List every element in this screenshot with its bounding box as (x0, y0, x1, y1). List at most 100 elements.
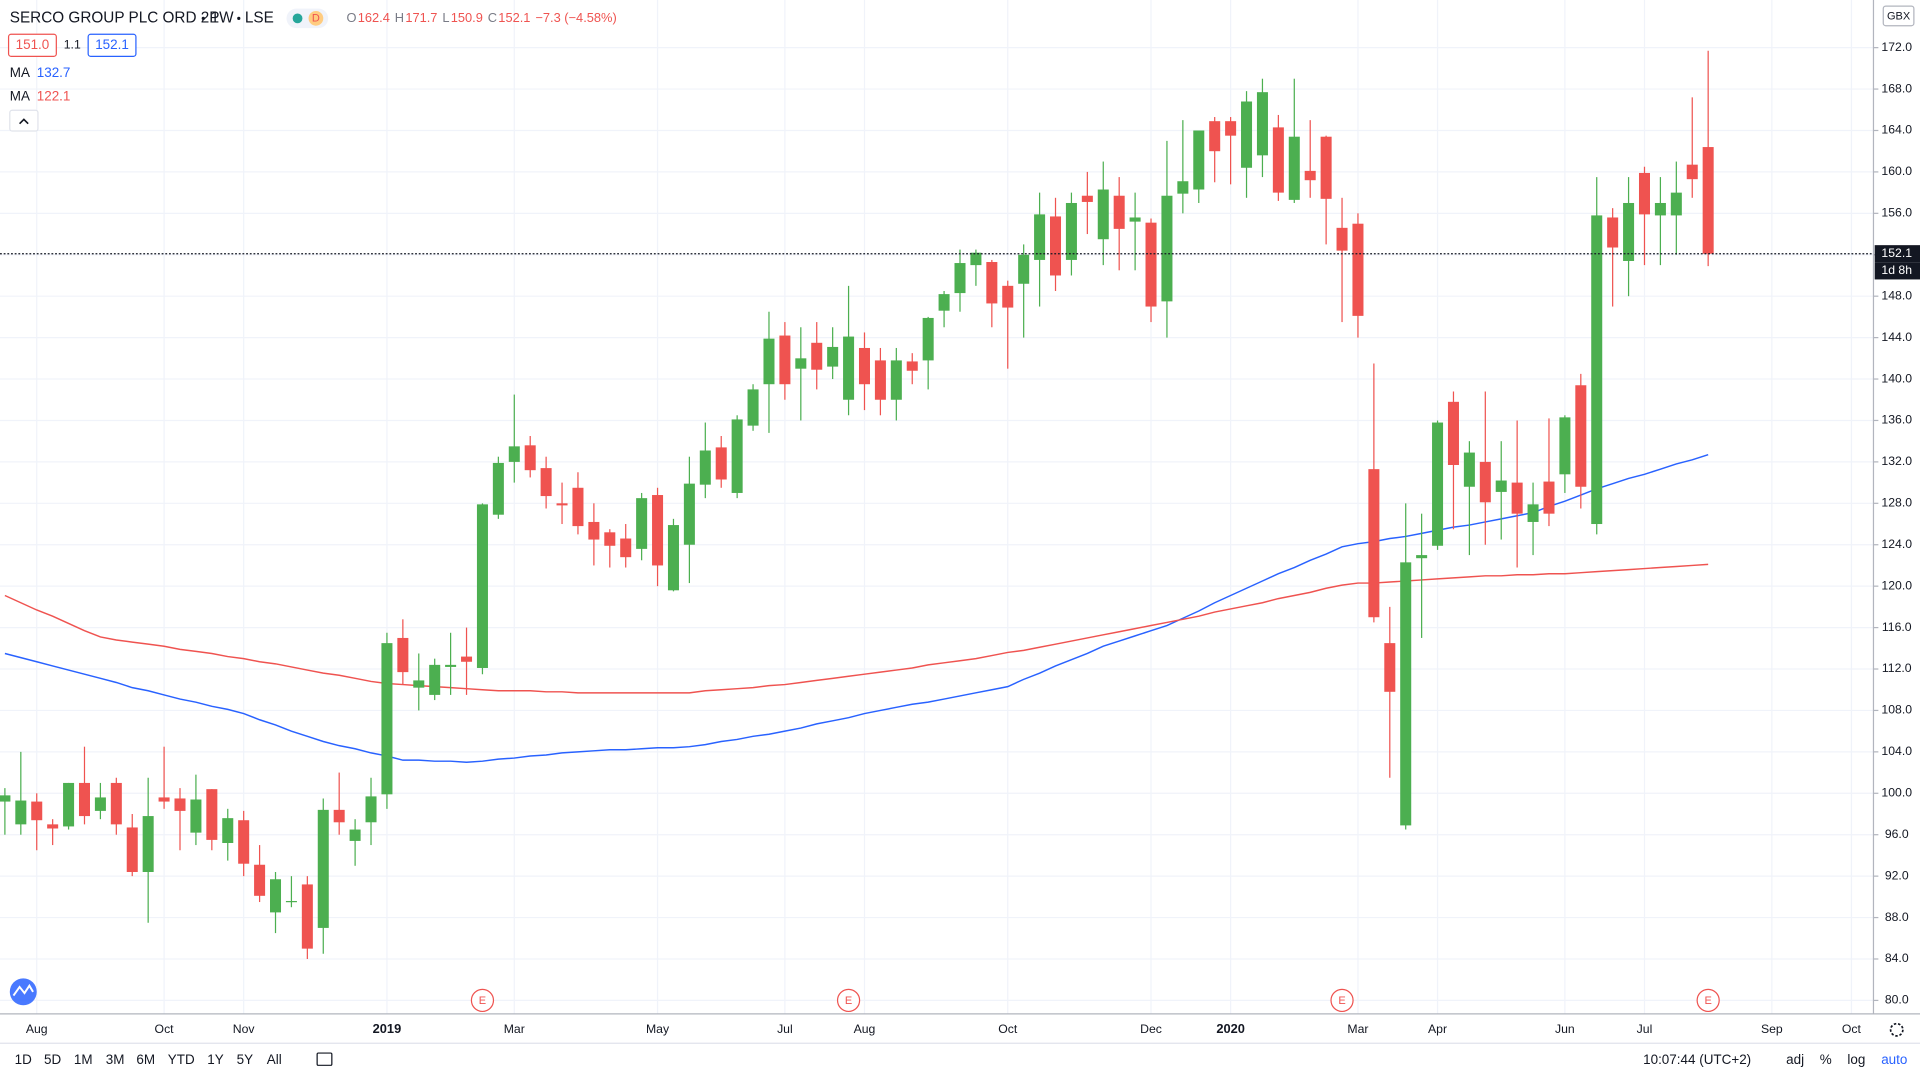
countdown-box (1874, 262, 1920, 280)
collapse-button[interactable] (9, 109, 39, 132)
candle-body (1559, 417, 1571, 475)
earnings-marker[interactable] (1330, 988, 1354, 1013)
candle-body (986, 262, 998, 304)
badge-circle (308, 11, 324, 26)
candle-body (683, 483, 695, 545)
candle-body (779, 335, 791, 385)
candle-body (1002, 285, 1014, 308)
axis-option[interactable]: log (1847, 1052, 1865, 1067)
candle-body (15, 800, 27, 825)
candle-body (1050, 216, 1062, 276)
axis-option[interactable]: % (1820, 1052, 1832, 1067)
candle-body (492, 462, 504, 515)
ask-box[interactable] (87, 33, 137, 57)
range-button[interactable]: All (267, 1052, 282, 1067)
range-button[interactable]: YTD (168, 1052, 195, 1067)
ohlc-key: L (442, 10, 449, 25)
candle-body (1193, 130, 1205, 190)
candle-body (1495, 480, 1507, 492)
candle-body (1686, 164, 1698, 180)
candle-body (811, 342, 823, 370)
candle-body (1113, 195, 1125, 229)
x-tick-label: Oct (998, 1022, 1018, 1036)
collapse-icon (19, 118, 29, 125)
candle-body (890, 360, 902, 400)
candle-body (1241, 101, 1253, 168)
separator-dot (201, 16, 205, 20)
date-range-icon[interactable] (316, 1052, 333, 1066)
candle-body (1384, 643, 1396, 692)
candle-body (604, 532, 616, 546)
axis-option[interactable]: adj (1786, 1052, 1804, 1067)
candle-body (445, 664, 457, 667)
x-tick-label: Jul (777, 1022, 793, 1036)
y-tick-label: 112.0 (1882, 661, 1912, 675)
candle-body (1400, 562, 1412, 826)
candle-body (1097, 189, 1109, 240)
range-button[interactable]: 6M (136, 1052, 155, 1067)
ma-line (4, 453, 1709, 763)
bid-box[interactable] (7, 33, 57, 57)
ask[interactable]: 152.1 (95, 37, 129, 52)
bid[interactable]: 151.0 (16, 37, 50, 52)
candle-body (110, 782, 122, 825)
exchange: LSE (245, 9, 274, 26)
earnings-marker[interactable] (836, 988, 861, 1013)
candle-body (954, 263, 966, 294)
candle-body (1463, 452, 1475, 487)
y-tick-label: 128.0 (1881, 496, 1912, 510)
axis-option[interactable]: auto (1881, 1052, 1907, 1067)
earnings-marker[interactable] (470, 988, 495, 1013)
candle-body (922, 317, 934, 361)
candle-body (142, 816, 154, 872)
candle-body (1034, 214, 1046, 260)
interval: 1W (211, 9, 235, 26)
candle-body (429, 664, 441, 695)
candle-body (620, 538, 632, 558)
settings-icon[interactable] (1889, 1022, 1904, 1037)
candle-body (1145, 222, 1157, 307)
ma-line (4, 563, 1709, 694)
y-tick-label: 124.0 (1881, 537, 1912, 551)
candle-body (652, 495, 664, 566)
candle-body (1623, 202, 1635, 261)
candle-body (715, 447, 727, 480)
candle-body (1320, 136, 1332, 199)
candle-body (524, 445, 536, 471)
x-tick-label: Mar (1347, 1022, 1368, 1036)
y-tick-label: 116.0 (1882, 620, 1912, 634)
range-button[interactable]: 5Y (237, 1052, 253, 1067)
x-tick-label: 2020 (1216, 1021, 1245, 1036)
clock: 10:07:44 (UTC+2) (1643, 1052, 1751, 1067)
candle-body (461, 656, 473, 662)
candle-body (174, 798, 186, 811)
candle-body (1065, 202, 1077, 260)
earnings-marker[interactable] (1696, 988, 1720, 1013)
candle-body (1352, 223, 1364, 316)
range-button[interactable]: 1M (74, 1052, 93, 1067)
currency-box[interactable] (1882, 5, 1915, 27)
candle-body (556, 503, 568, 506)
symbol: SERCO GROUP PLC ORD 2P (10, 9, 220, 26)
range-button[interactable]: 5D (44, 1052, 61, 1067)
ohlc-value: 152.1 (498, 10, 530, 25)
candle-body (270, 879, 282, 913)
range-button[interactable]: 3M (106, 1052, 125, 1067)
candle-body (699, 450, 711, 485)
candle-body (190, 799, 202, 833)
status-dot (292, 13, 303, 24)
candle-body (1447, 401, 1459, 465)
candle-body (0, 795, 11, 802)
candle-body (1304, 170, 1316, 181)
candle-body (254, 864, 266, 896)
range-button[interactable]: 1Y (207, 1052, 223, 1067)
candle-body (636, 498, 648, 549)
ohlc-key: H (395, 10, 404, 25)
y-tick-label: 108.0 (1881, 703, 1912, 717)
ma-name: MA (10, 65, 30, 80)
y-tick-label: 148.0 (1881, 288, 1912, 302)
x-tick-label: Apr (1428, 1022, 1447, 1036)
range-button[interactable]: 1D (15, 1052, 32, 1067)
candle-body (1638, 172, 1650, 215)
